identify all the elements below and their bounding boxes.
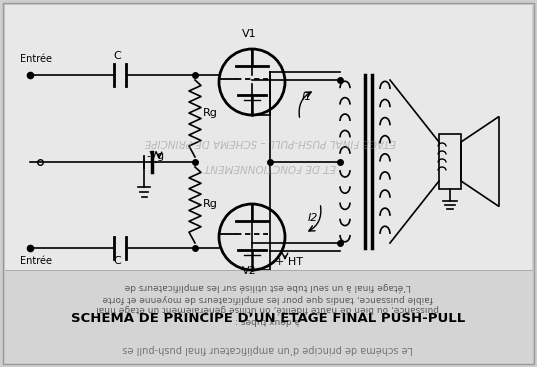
Text: Entrée: Entrée bbox=[20, 54, 52, 64]
Text: Le schéma de principe d’un amplificateur final push-pull es: Le schéma de principe d’un amplificateur… bbox=[122, 344, 413, 354]
Text: à deux tubes :: à deux tubes : bbox=[236, 316, 300, 325]
Text: ET DE FONCTIONNEMENT: ET DE FONCTIONNEMENT bbox=[204, 162, 336, 172]
Text: ETAGE FINAL PUSH-PULL – SCHEMA DE PRINCIPE: ETAGE FINAL PUSH-PULL – SCHEMA DE PRINCI… bbox=[144, 137, 396, 147]
Text: I2: I2 bbox=[308, 213, 318, 223]
Text: Entrée: Entrée bbox=[20, 256, 52, 266]
Text: SCHEMA DE PRINCIPE D’UN ETAGE FINAL PUSH-PULL: SCHEMA DE PRINCIPE D’UN ETAGE FINAL PUSH… bbox=[71, 312, 465, 325]
Bar bbox=[439, 134, 461, 189]
Text: + HT: + HT bbox=[275, 257, 303, 267]
Text: C: C bbox=[113, 256, 121, 266]
Bar bbox=[5, 271, 532, 366]
Text: V2: V2 bbox=[242, 266, 257, 276]
Text: -Vg: -Vg bbox=[146, 151, 164, 161]
Text: faible puissance, tandis que pour les amplificateurs de moyenne et forte: faible puissance, tandis que pour les am… bbox=[103, 294, 433, 303]
Text: V1: V1 bbox=[242, 29, 257, 39]
Text: puissance, ou bien de haute fidélité, on utilise généralement un étage final: puissance, ou bien de haute fidélité, on… bbox=[97, 305, 439, 314]
Text: Rg: Rg bbox=[203, 109, 218, 119]
Text: I1: I1 bbox=[302, 92, 313, 102]
Text: C: C bbox=[113, 51, 121, 61]
Bar bbox=[5, 5, 532, 270]
Text: L’étage final à un seul tube est utilisé sur les amplificateurs de: L’étage final à un seul tube est utilisé… bbox=[125, 283, 411, 292]
Text: Rg: Rg bbox=[203, 199, 218, 209]
